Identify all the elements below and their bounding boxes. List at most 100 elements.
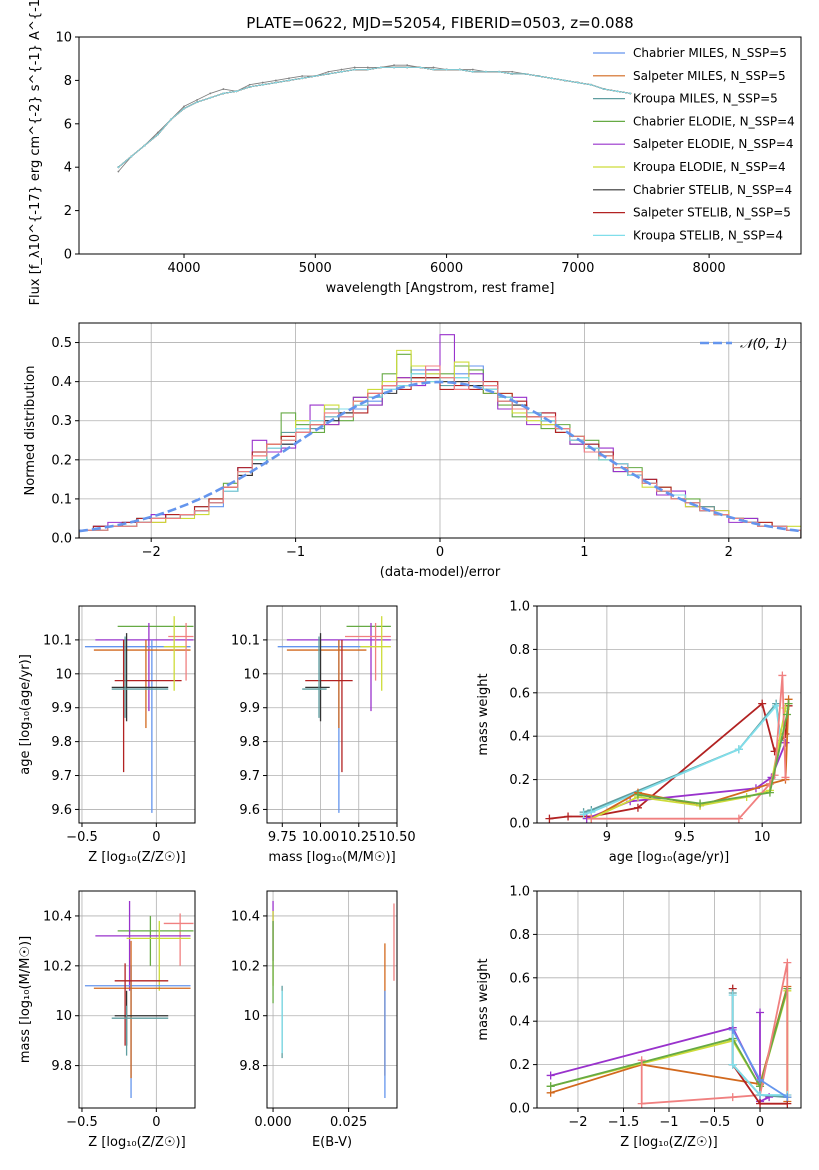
mass-weight-vs-age-xtick-label: 9.5	[674, 830, 695, 845]
age-vs-mass-xlabel: mass [log₁₀(M/M☉)]	[268, 850, 395, 865]
spectrum-point	[209, 96, 212, 99]
weight-marker	[633, 790, 642, 799]
age-vs-mass-ytick-label: 10.1	[231, 633, 260, 648]
weight-marker	[728, 1060, 737, 1069]
mass-weight-vs-age-ytick-label: 0.0	[509, 817, 530, 832]
residuals-ytick-label: 0.4	[51, 375, 72, 390]
residuals-ytick-label: 0.0	[51, 532, 72, 547]
spectrum-point	[169, 118, 172, 121]
residuals-ylabel: Normed distribution	[23, 366, 38, 496]
residuals-xtick-label: −1	[286, 545, 305, 560]
mass-vs-Z-ytick-label: 10	[55, 1009, 72, 1024]
mass-vs-Z-xtick-label: −0.5	[66, 1115, 98, 1130]
spectrum-ytick-label: 4	[64, 161, 72, 176]
spectrum-ytick-label: 8	[64, 74, 72, 89]
age-vs-mass-ytick-label: 9.6	[239, 803, 260, 818]
legend-entry: 𝒩(0, 1)	[740, 337, 787, 352]
spectrum-frame	[78, 36, 802, 255]
mass-weight-vs-age-xtick-label: 9	[603, 830, 611, 845]
spectrum-point	[327, 70, 330, 73]
spectrum-point	[432, 68, 435, 71]
age-vs-mass-xtick-label: 10.25	[340, 830, 377, 845]
spectrum-xtick-label: 6000	[430, 261, 463, 276]
mass-weight-vs-age-ylabel: mass weight	[476, 673, 491, 755]
mass-vs-EBV-xtick-label: 0.000	[254, 1115, 291, 1130]
mass-vs-Z-ytick-label: 9.8	[51, 1059, 72, 1074]
spectrum-series-line	[118, 64, 631, 172]
age-vs-mass-ytick-label: 9.9	[239, 701, 260, 716]
spectrum-series-line	[118, 66, 631, 168]
spectrum-point	[471, 70, 474, 73]
mass-vs-Z-ytick-label: 10.4	[43, 909, 72, 924]
mass-vs-Z-ylabel: mass [log₁₀(M/M☉)]	[18, 936, 33, 1063]
spectrum-point	[524, 72, 527, 75]
spectrum-point	[445, 68, 448, 71]
spectrum-point	[406, 64, 409, 67]
mass-weight-vs-age-ytick-label: 0.8	[509, 643, 530, 658]
mass-vs-EBV-ytick-label: 9.8	[239, 1059, 260, 1074]
spectrum-point	[629, 92, 632, 95]
spectrum-xtick-label: 7000	[561, 261, 594, 276]
legend-entry: Kroupa MILES, N_SSP=5	[633, 92, 778, 106]
mass-weight-vs-age-panel: 9 9.5 10 0.0 0.2 0.4 0.6 0.8 1.0 age [log₁₀(age/y…	[476, 600, 802, 865]
spectrum-point	[471, 68, 474, 71]
spectrum-point	[498, 70, 500, 73]
residuals-plot-area	[79, 334, 801, 538]
spectrum-point	[156, 131, 159, 134]
mass-weight-vs-Z-panel: −2 −1.5 −1 −0.5 0 0.0 0.2 0.4 0.6 0.8 1.0 Z [log₁₀(…	[476, 885, 802, 1150]
spectrum-point	[616, 90, 619, 93]
weight-marker	[765, 788, 774, 797]
mass-weight-vs-Z-plot-area	[546, 958, 792, 1108]
weight-marker	[756, 1075, 765, 1084]
spectrum-series-line	[118, 66, 631, 168]
residuals-ytick-label: 0.1	[51, 492, 72, 507]
weight-marker	[546, 1082, 555, 1091]
mass-weight-vs-age-ytick-label: 0.6	[509, 686, 530, 701]
spectrum-point	[301, 75, 304, 77]
gaussian-curve	[79, 380, 801, 533]
age-vs-mass-ytick-label: 9.7	[239, 769, 260, 784]
weight-marker	[783, 1093, 792, 1102]
weight-marker	[587, 814, 596, 823]
spectrum-point	[314, 75, 317, 77]
spectrum-point	[353, 68, 356, 71]
spectrum-point	[511, 72, 514, 75]
spectrum-point	[393, 64, 395, 67]
spectrum-point	[222, 88, 225, 90]
spectrum-point	[550, 77, 553, 80]
legend-entry: Salpeter ELODIE, N_SSP=4	[633, 137, 794, 151]
weight-marker	[756, 1099, 765, 1108]
mass-weight-vs-age-plot-area	[545, 671, 793, 823]
mass-weight-vs-age-xlabel: age [log₁₀(age/yr)]	[609, 850, 730, 865]
spectrum-ylabel: Flux [f_λ10^{-17} erg cm^{-2} s^{-1} A^{…	[28, 0, 43, 305]
mass-vs-Z-xtick-label: 0	[152, 1115, 160, 1130]
spectrum-point	[511, 70, 514, 73]
age-vs-Z-xtick-label: −0.5	[66, 830, 98, 845]
mass-vs-Z-panel: −0.5 0 9.8 10 10.2 10.4 Z [log₁₀(Z/Z☉)] mass [l…	[18, 890, 196, 1150]
spectrum-ytick-label: 6	[64, 117, 72, 132]
mass-vs-EBV-ytick-label: 10	[243, 1009, 260, 1024]
age-vs-mass-plot-area	[277, 616, 391, 813]
age-vs-mass-xtick-label: 9.75	[268, 830, 297, 845]
spectrum-ytick-label: 10	[55, 31, 72, 46]
age-vs-mass-ytick-label: 9.8	[239, 735, 260, 750]
spectrum-ytick-label: 0	[64, 248, 72, 263]
weight-marker	[633, 803, 642, 812]
age-vs-mass-frame	[266, 605, 398, 824]
mass-vs-EBV-xtick-label: 0.025	[330, 1115, 367, 1130]
age-vs-Z-panel: −0.5 0 9.6 9.7 9.8 9.9 10 10.1 Z [log₁₀(Z/Z☉)] ag…	[18, 605, 196, 865]
spectrum-point	[327, 72, 330, 75]
mass-vs-EBV-xlabel: E(B-V)	[312, 1135, 352, 1150]
legend-entry: Kroupa ELODIE, N_SSP=4	[633, 160, 786, 174]
residuals-xtick-label: 2	[725, 545, 733, 560]
spectrum-legend: Chabrier MILES, N_SSP=5 Salpeter MILES, N…	[593, 46, 795, 242]
age-vs-Z-plot-area	[84, 616, 194, 813]
spectrum-point	[340, 68, 343, 71]
spectrum-point	[261, 81, 264, 84]
weight-marker	[728, 1025, 737, 1034]
spectrum-point	[143, 144, 146, 147]
legend-entry: Salpeter MILES, N_SSP=5	[633, 69, 786, 83]
spectrum-xtick-label: 4000	[167, 261, 200, 276]
spectrum-point	[603, 88, 605, 90]
